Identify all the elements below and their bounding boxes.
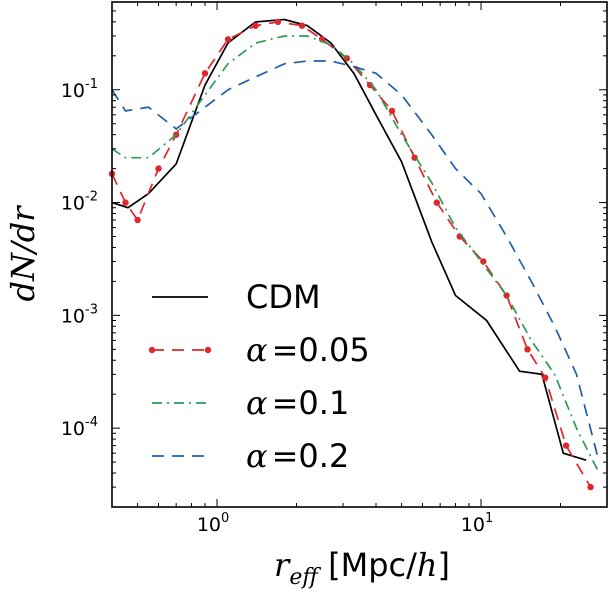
y-axis-label: dN/dr [4,205,42,302]
legend-label-1: α =0.05 [246,331,370,369]
series-1-point [155,165,162,172]
x-axis-label: reff [Mpc/h] [274,546,450,590]
plot-frame [111,1,608,508]
series-line-3 [111,60,600,463]
y-tick-label: 10-2 [61,190,98,215]
x-axis-label-h: h [417,546,438,584]
series-1-point [224,36,232,43]
series-1-point [252,22,259,29]
series-1-point [122,199,129,206]
series-line-0 [111,18,587,462]
y-tick-label: 10-1 [61,77,98,102]
series-line-2 [111,35,600,474]
y-tick-label: 10-4 [61,415,98,440]
legend: CDM α =0.05 α =0.1 α =0.2 [148,278,370,475]
x-tick-label: 101 [461,511,493,536]
x-axis-label-sub: eff [289,565,321,590]
series-1-point [201,70,209,77]
x-axis-label-close: ] [437,546,449,584]
y-tick-label: 10-3 [61,302,98,327]
series-1-point [480,258,487,265]
series-1-point [587,483,594,491]
series-1-point [524,346,531,353]
series-1-point [433,199,440,206]
series-1-point [388,107,396,115]
plot-background [112,2,607,507]
series-layer [108,18,600,491]
legend-label-3: α =0.2 [246,437,349,475]
x-axis-label-var: r [274,546,291,584]
series-1-point [298,22,306,29]
x-axis-label-unit: [Mpc/ [318,546,417,584]
legend-marker [148,346,156,354]
series-1-point [134,216,141,224]
legend-marker [204,346,212,354]
x-tick-label: 100 [197,511,229,536]
legend-label-0: CDM [246,278,321,316]
series-1-point [274,18,282,26]
series-1-point [542,374,549,381]
ticks-layer: 100 101 10-1 10-2 10-3 10-4 [61,2,608,536]
legend-label-2: α =0.1 [246,384,349,422]
series-1-point [562,442,570,449]
